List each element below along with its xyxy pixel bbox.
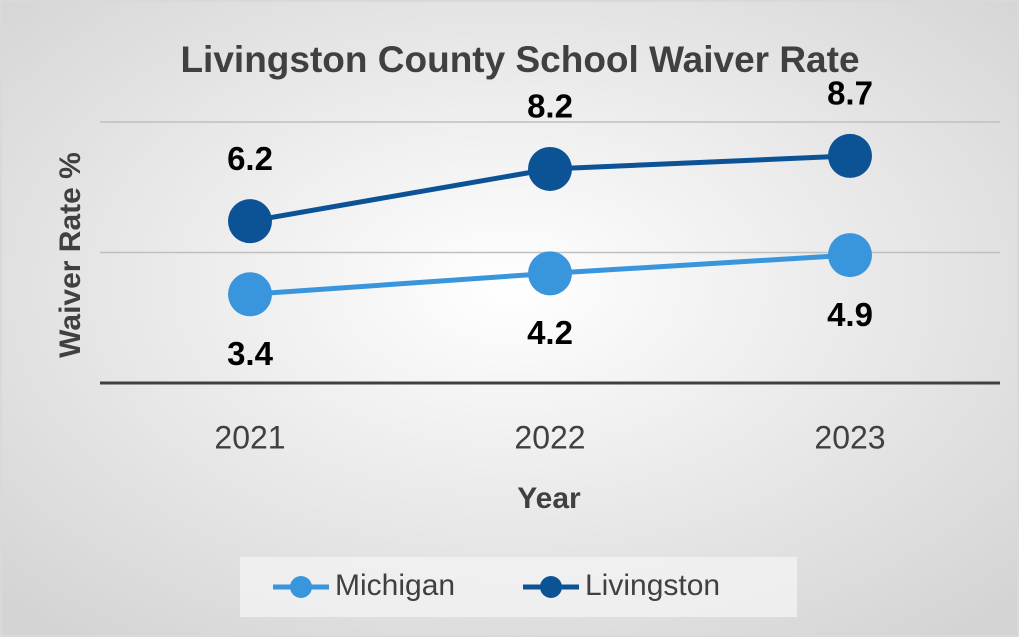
data-label: 6.2 bbox=[227, 140, 273, 177]
point bbox=[828, 233, 872, 278]
legend-box bbox=[240, 557, 797, 617]
legend-marker bbox=[540, 576, 562, 598]
legend-label: Michigan bbox=[335, 569, 455, 602]
x-tick-label: 2021 bbox=[214, 419, 285, 455]
data-label: 8.7 bbox=[827, 75, 873, 112]
x-tick-label: 2022 bbox=[514, 419, 585, 455]
point bbox=[228, 199, 272, 244]
data-label: 4.9 bbox=[827, 296, 873, 333]
x-tick-label: 2023 bbox=[814, 419, 885, 455]
data-label: 3.4 bbox=[227, 335, 274, 372]
point bbox=[828, 133, 872, 178]
x-axis-label: Year bbox=[517, 482, 581, 515]
legend-marker bbox=[290, 576, 312, 598]
chart-title: Livingston County School Waiver Rate bbox=[180, 39, 859, 80]
data-label: 4.2 bbox=[527, 314, 573, 351]
legend-label: Livingston bbox=[585, 569, 720, 602]
point bbox=[528, 146, 572, 191]
y-axis-label: Waiver Rate % bbox=[54, 152, 87, 358]
point bbox=[228, 272, 272, 317]
point bbox=[528, 251, 572, 296]
data-label: 8.2 bbox=[527, 88, 573, 125]
